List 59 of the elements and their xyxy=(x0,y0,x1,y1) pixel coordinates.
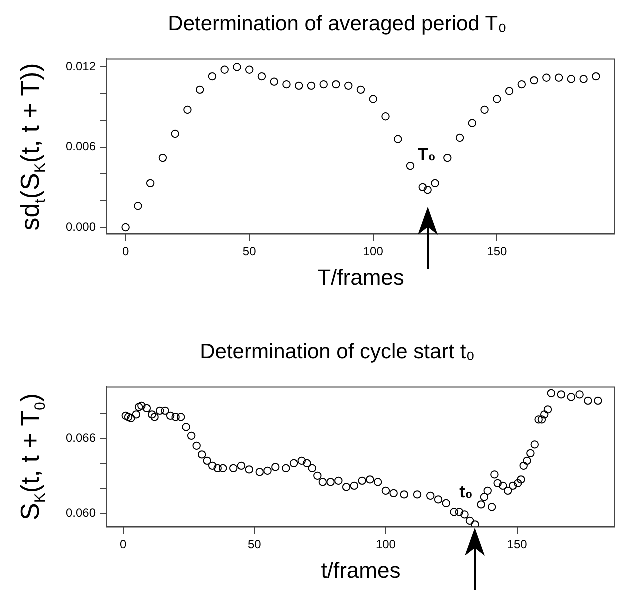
point xyxy=(196,86,204,94)
x-tick-label: 100 xyxy=(376,538,396,552)
point xyxy=(295,82,304,90)
point xyxy=(146,179,155,188)
annotation: t₀ xyxy=(460,482,473,502)
chart-title: Determination of cycle start t₀ xyxy=(200,340,475,364)
point xyxy=(580,75,588,84)
point xyxy=(171,130,180,138)
point xyxy=(258,72,266,81)
point xyxy=(518,80,526,89)
y-tick-label: 0.060 xyxy=(66,506,96,520)
point xyxy=(480,106,489,114)
point xyxy=(456,134,464,142)
y-tick-label: 0.066 xyxy=(66,430,96,445)
point xyxy=(542,74,551,82)
point xyxy=(493,95,502,104)
y-tick-label: 0.012 xyxy=(66,60,96,74)
point xyxy=(270,78,278,86)
x-axis-title: t/frames xyxy=(321,558,401,583)
point xyxy=(468,119,477,128)
point xyxy=(394,135,402,144)
chart-title: Determination of averaged period T₀ xyxy=(168,12,507,36)
x-tick-label: 150 xyxy=(507,538,528,552)
point xyxy=(592,72,600,81)
point xyxy=(220,66,229,74)
point xyxy=(233,63,242,72)
x-tick-label: 0 xyxy=(122,244,130,259)
point xyxy=(505,87,514,96)
point xyxy=(356,86,366,94)
point xyxy=(424,186,432,194)
point xyxy=(208,72,217,81)
point xyxy=(406,162,415,170)
point xyxy=(332,80,340,89)
point xyxy=(307,82,316,90)
point xyxy=(567,75,576,84)
point xyxy=(382,112,390,121)
point xyxy=(184,106,192,114)
point xyxy=(530,76,538,85)
y-tick-label: 0.000 xyxy=(66,220,96,234)
point xyxy=(320,80,328,89)
annotation: T₀ xyxy=(418,144,436,164)
x-tick-label: 100 xyxy=(363,244,384,259)
x-tick-label: 150 xyxy=(487,244,508,259)
point xyxy=(418,183,427,192)
point xyxy=(282,80,291,89)
point xyxy=(554,74,564,82)
x-tick-label: 50 xyxy=(242,244,257,259)
x-tick-label: 0 xyxy=(120,538,127,552)
point xyxy=(158,154,168,162)
point xyxy=(369,95,378,104)
x-tick-label: 50 xyxy=(248,538,262,552)
point xyxy=(134,202,142,210)
point xyxy=(122,223,130,232)
point xyxy=(245,66,254,74)
point xyxy=(344,82,353,90)
y-tick-label: 0.006 xyxy=(66,140,96,154)
x-axis-title: T/frames xyxy=(318,264,404,290)
point xyxy=(444,154,452,162)
point xyxy=(431,179,440,188)
